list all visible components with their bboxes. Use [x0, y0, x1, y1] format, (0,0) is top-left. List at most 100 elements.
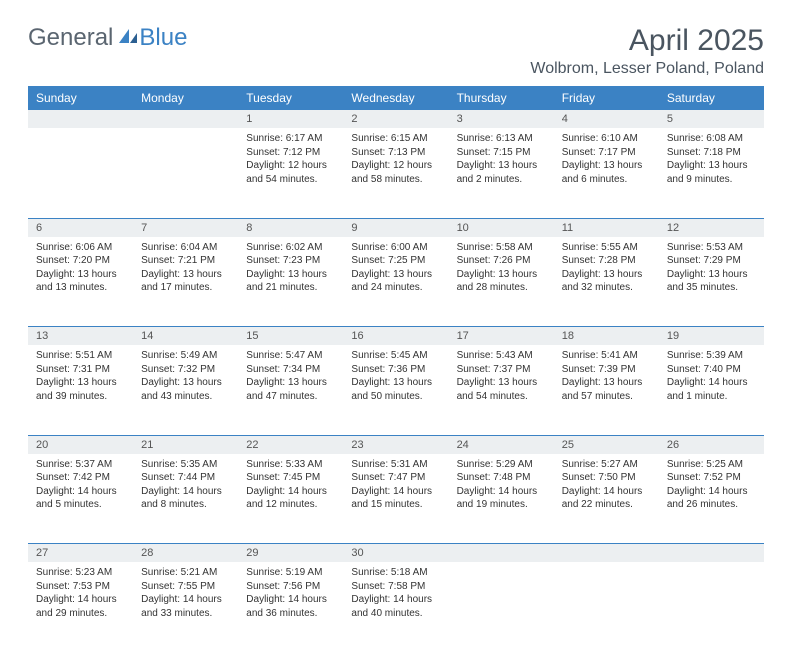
- day-number-cell: 22: [238, 435, 343, 454]
- day-number-cell: 8: [238, 218, 343, 237]
- day-cell: Sunrise: 5:33 AMSunset: 7:45 PMDaylight:…: [238, 454, 343, 544]
- day-details: Sunrise: 6:02 AMSunset: 7:23 PMDaylight:…: [238, 237, 343, 303]
- day-number-cell: 13: [28, 327, 133, 346]
- day-cell: Sunrise: 5:39 AMSunset: 7:40 PMDaylight:…: [659, 345, 764, 435]
- week-row: Sunrise: 5:23 AMSunset: 7:53 PMDaylight:…: [28, 562, 764, 652]
- day-number-cell: 25: [554, 435, 659, 454]
- day-number-cell: 26: [659, 435, 764, 454]
- weekday-header: Friday: [554, 86, 659, 110]
- day-number-cell: 28: [133, 544, 238, 563]
- day-number-cell: 21: [133, 435, 238, 454]
- day-number-cell: 18: [554, 327, 659, 346]
- weekday-header: Monday: [133, 86, 238, 110]
- day-details: Sunrise: 5:25 AMSunset: 7:52 PMDaylight:…: [659, 454, 764, 520]
- day-cell: Sunrise: 5:51 AMSunset: 7:31 PMDaylight:…: [28, 345, 133, 435]
- day-number-cell: 5: [659, 110, 764, 128]
- day-cell: Sunrise: 6:06 AMSunset: 7:20 PMDaylight:…: [28, 237, 133, 327]
- day-cell: Sunrise: 6:10 AMSunset: 7:17 PMDaylight:…: [554, 128, 659, 218]
- day-details: Sunrise: 5:47 AMSunset: 7:34 PMDaylight:…: [238, 345, 343, 411]
- day-details: Sunrise: 5:27 AMSunset: 7:50 PMDaylight:…: [554, 454, 659, 520]
- day-number-cell: 15: [238, 327, 343, 346]
- day-details: Sunrise: 6:15 AMSunset: 7:13 PMDaylight:…: [343, 128, 448, 194]
- day-details: Sunrise: 5:51 AMSunset: 7:31 PMDaylight:…: [28, 345, 133, 411]
- header: General Blue April 2025 Wolbrom, Lesser …: [28, 24, 764, 78]
- day-cell: Sunrise: 5:37 AMSunset: 7:42 PMDaylight:…: [28, 454, 133, 544]
- day-details: Sunrise: 5:31 AMSunset: 7:47 PMDaylight:…: [343, 454, 448, 520]
- day-number-cell: 11: [554, 218, 659, 237]
- logo-sail-icon: [117, 24, 139, 52]
- daynum-row: 13141516171819: [28, 327, 764, 346]
- day-cell: Sunrise: 5:41 AMSunset: 7:39 PMDaylight:…: [554, 345, 659, 435]
- day-details: Sunrise: 5:43 AMSunset: 7:37 PMDaylight:…: [449, 345, 554, 411]
- day-number-cell: [659, 544, 764, 563]
- day-number-cell: 2: [343, 110, 448, 128]
- day-number-cell: 6: [28, 218, 133, 237]
- day-details: Sunrise: 5:55 AMSunset: 7:28 PMDaylight:…: [554, 237, 659, 303]
- day-number-cell: 30: [343, 544, 448, 563]
- day-cell: [659, 562, 764, 652]
- day-number-cell: [133, 110, 238, 128]
- day-number-cell: 10: [449, 218, 554, 237]
- day-details: Sunrise: 6:00 AMSunset: 7:25 PMDaylight:…: [343, 237, 448, 303]
- day-cell: [554, 562, 659, 652]
- day-cell: Sunrise: 6:04 AMSunset: 7:21 PMDaylight:…: [133, 237, 238, 327]
- day-cell: Sunrise: 6:17 AMSunset: 7:12 PMDaylight:…: [238, 128, 343, 218]
- day-number-cell: [554, 544, 659, 563]
- day-details: Sunrise: 5:21 AMSunset: 7:55 PMDaylight:…: [133, 562, 238, 628]
- day-cell: [28, 128, 133, 218]
- day-cell: [133, 128, 238, 218]
- weekday-header: Tuesday: [238, 86, 343, 110]
- day-details: Sunrise: 6:10 AMSunset: 7:17 PMDaylight:…: [554, 128, 659, 194]
- day-details: Sunrise: 5:18 AMSunset: 7:58 PMDaylight:…: [343, 562, 448, 628]
- day-cell: Sunrise: 6:15 AMSunset: 7:13 PMDaylight:…: [343, 128, 448, 218]
- day-number-cell: 20: [28, 435, 133, 454]
- day-details: Sunrise: 5:29 AMSunset: 7:48 PMDaylight:…: [449, 454, 554, 520]
- day-details: Sunrise: 5:33 AMSunset: 7:45 PMDaylight:…: [238, 454, 343, 520]
- day-cell: [449, 562, 554, 652]
- day-number-cell: 17: [449, 327, 554, 346]
- day-cell: Sunrise: 6:13 AMSunset: 7:15 PMDaylight:…: [449, 128, 554, 218]
- location-text: Wolbrom, Lesser Poland, Poland: [530, 60, 764, 78]
- logo-text-a: General: [28, 24, 113, 52]
- day-details: Sunrise: 6:13 AMSunset: 7:15 PMDaylight:…: [449, 128, 554, 194]
- day-number-cell: 12: [659, 218, 764, 237]
- day-number-cell: 1: [238, 110, 343, 128]
- day-cell: Sunrise: 5:25 AMSunset: 7:52 PMDaylight:…: [659, 454, 764, 544]
- day-cell: Sunrise: 5:23 AMSunset: 7:53 PMDaylight:…: [28, 562, 133, 652]
- day-number-cell: 4: [554, 110, 659, 128]
- day-cell: Sunrise: 5:29 AMSunset: 7:48 PMDaylight:…: [449, 454, 554, 544]
- day-cell: Sunrise: 6:08 AMSunset: 7:18 PMDaylight:…: [659, 128, 764, 218]
- day-cell: Sunrise: 5:43 AMSunset: 7:37 PMDaylight:…: [449, 345, 554, 435]
- day-number-cell: 24: [449, 435, 554, 454]
- day-cell: Sunrise: 5:19 AMSunset: 7:56 PMDaylight:…: [238, 562, 343, 652]
- weekday-header-row: SundayMondayTuesdayWednesdayThursdayFrid…: [28, 86, 764, 110]
- day-details: Sunrise: 5:58 AMSunset: 7:26 PMDaylight:…: [449, 237, 554, 303]
- weekday-header: Sunday: [28, 86, 133, 110]
- day-number-cell: 29: [238, 544, 343, 563]
- day-number-cell: 7: [133, 218, 238, 237]
- daynum-row: 20212223242526: [28, 435, 764, 454]
- day-cell: Sunrise: 5:47 AMSunset: 7:34 PMDaylight:…: [238, 345, 343, 435]
- day-details: Sunrise: 6:04 AMSunset: 7:21 PMDaylight:…: [133, 237, 238, 303]
- day-cell: Sunrise: 5:49 AMSunset: 7:32 PMDaylight:…: [133, 345, 238, 435]
- day-number-cell: 3: [449, 110, 554, 128]
- day-details: Sunrise: 6:06 AMSunset: 7:20 PMDaylight:…: [28, 237, 133, 303]
- logo-text-b: Blue: [139, 24, 187, 52]
- day-number-cell: 16: [343, 327, 448, 346]
- day-details: Sunrise: 5:53 AMSunset: 7:29 PMDaylight:…: [659, 237, 764, 303]
- day-details: Sunrise: 5:49 AMSunset: 7:32 PMDaylight:…: [133, 345, 238, 411]
- day-cell: Sunrise: 5:58 AMSunset: 7:26 PMDaylight:…: [449, 237, 554, 327]
- weekday-header: Saturday: [659, 86, 764, 110]
- day-cell: Sunrise: 5:45 AMSunset: 7:36 PMDaylight:…: [343, 345, 448, 435]
- day-number-cell: [28, 110, 133, 128]
- day-number-cell: 9: [343, 218, 448, 237]
- day-details: Sunrise: 5:45 AMSunset: 7:36 PMDaylight:…: [343, 345, 448, 411]
- daynum-row: 12345: [28, 110, 764, 128]
- week-row: Sunrise: 5:37 AMSunset: 7:42 PMDaylight:…: [28, 454, 764, 544]
- day-number-cell: 27: [28, 544, 133, 563]
- day-cell: Sunrise: 5:55 AMSunset: 7:28 PMDaylight:…: [554, 237, 659, 327]
- day-details: Sunrise: 5:37 AMSunset: 7:42 PMDaylight:…: [28, 454, 133, 520]
- day-details: Sunrise: 5:39 AMSunset: 7:40 PMDaylight:…: [659, 345, 764, 411]
- daynum-row: 6789101112: [28, 218, 764, 237]
- week-row: Sunrise: 5:51 AMSunset: 7:31 PMDaylight:…: [28, 345, 764, 435]
